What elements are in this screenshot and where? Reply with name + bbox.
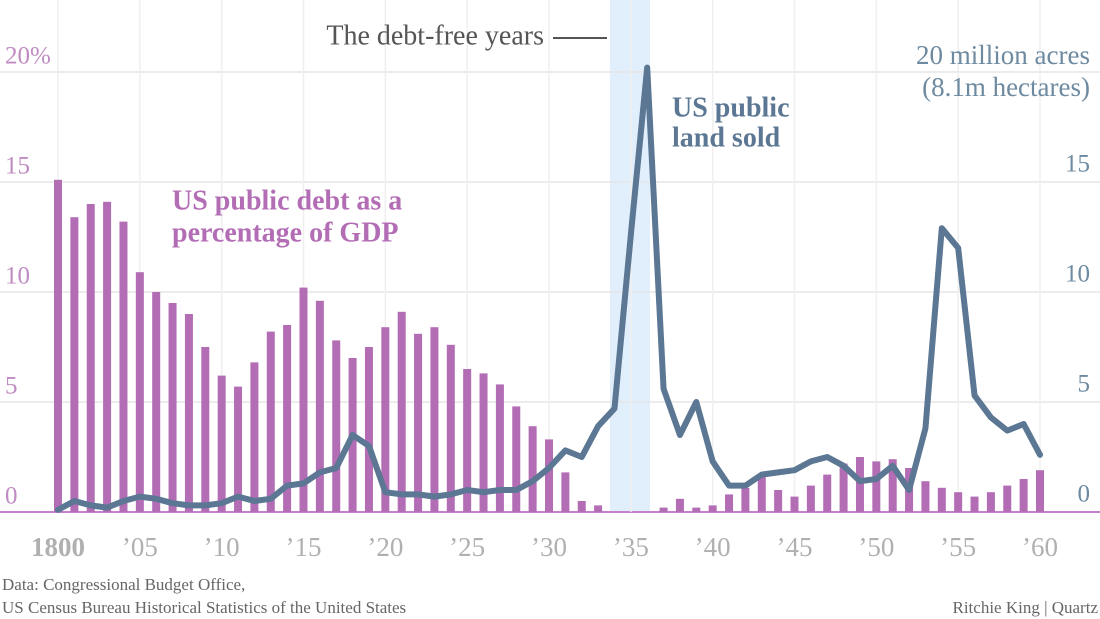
bar [675, 498, 684, 512]
bar [234, 386, 243, 512]
bar [430, 327, 439, 512]
bar [512, 406, 521, 512]
bar [659, 507, 668, 512]
x-tick-label: ’60 [1022, 532, 1058, 562]
bar [921, 481, 930, 512]
bar [954, 492, 963, 512]
bar [364, 347, 373, 512]
bar [381, 327, 390, 512]
bar [479, 373, 488, 512]
bar [594, 505, 603, 512]
bar [1003, 485, 1012, 512]
x-tick-label: ’05 [122, 532, 158, 562]
y2-tick-label: 0 [1078, 481, 1091, 508]
bar [54, 179, 62, 513]
bar [1036, 470, 1044, 512]
bar [986, 492, 995, 512]
x-tick-label: ’50 [858, 532, 894, 562]
x-tick-label: ’45 [777, 532, 813, 562]
x-tick-label: ’30 [531, 532, 567, 562]
bar [970, 496, 979, 512]
bar [855, 457, 864, 512]
bar [577, 501, 586, 512]
bar [463, 369, 472, 512]
x-tick-label: ’10 [204, 532, 240, 562]
bar [70, 217, 79, 512]
bar [119, 221, 128, 512]
bar [152, 292, 161, 512]
bar [135, 272, 144, 512]
bar [528, 426, 537, 512]
bar [217, 375, 226, 512]
annotation: The debt-free years [326, 20, 544, 51]
series-label: US public [672, 92, 790, 123]
y2-tick-label: 10 [1065, 261, 1090, 288]
credit: Ritchie King | Quartz [952, 598, 1098, 617]
series-label: percentage of GDP [172, 217, 399, 248]
bar [201, 347, 210, 512]
bar [184, 314, 193, 512]
x-tick-label: ’25 [449, 532, 485, 562]
bar [757, 476, 766, 512]
bar [872, 461, 881, 512]
bar [86, 204, 95, 512]
y-tick-label: 15 [5, 153, 30, 180]
x-tick-label: ’20 [367, 532, 403, 562]
bar [446, 344, 455, 512]
bar [397, 311, 406, 512]
y-tick-label: 0 [5, 483, 18, 510]
bar [888, 459, 897, 512]
bar [806, 485, 815, 512]
bar [414, 333, 423, 512]
bar [315, 300, 324, 512]
x-tick-label: ’40 [695, 532, 731, 562]
bar [299, 287, 308, 512]
bar [283, 325, 292, 512]
x-tick-label: 1800 [31, 532, 85, 562]
source: US Census Bureau Historical Statistics o… [2, 598, 406, 617]
bar [708, 505, 717, 512]
series-label: land sold [672, 122, 781, 153]
x-tick-label: ’55 [940, 532, 976, 562]
bar [725, 494, 734, 512]
bar [692, 507, 701, 512]
series-label: US public debt as a [172, 185, 402, 216]
bar [823, 474, 832, 512]
source: Data: Congressional Budget Office, [2, 575, 245, 594]
bar [332, 340, 341, 512]
bar [937, 487, 946, 512]
y-tick-label: 5 [5, 373, 18, 400]
bar [250, 362, 259, 512]
bar [103, 201, 112, 513]
bar [1019, 479, 1028, 512]
x-tick-label: ’35 [613, 532, 649, 562]
y-tick-label: 10 [5, 263, 30, 290]
line [55, 64, 1043, 513]
y2-tick-label: 5 [1078, 371, 1091, 398]
x-tick-label: ’15 [286, 532, 322, 562]
bar [168, 303, 177, 512]
bar [561, 472, 570, 512]
bar [266, 331, 275, 512]
y-tick-label: 20% [5, 43, 51, 70]
y2-axis-label: (8.1m hectares) [922, 72, 1090, 102]
bar [545, 439, 553, 512]
bar [839, 463, 848, 512]
y2-tick-label: 15 [1065, 151, 1090, 178]
y2-axis-label: 20 million acres [916, 40, 1090, 70]
bar [774, 490, 783, 512]
bar [495, 384, 504, 512]
bar [790, 496, 799, 512]
bar [741, 487, 750, 512]
